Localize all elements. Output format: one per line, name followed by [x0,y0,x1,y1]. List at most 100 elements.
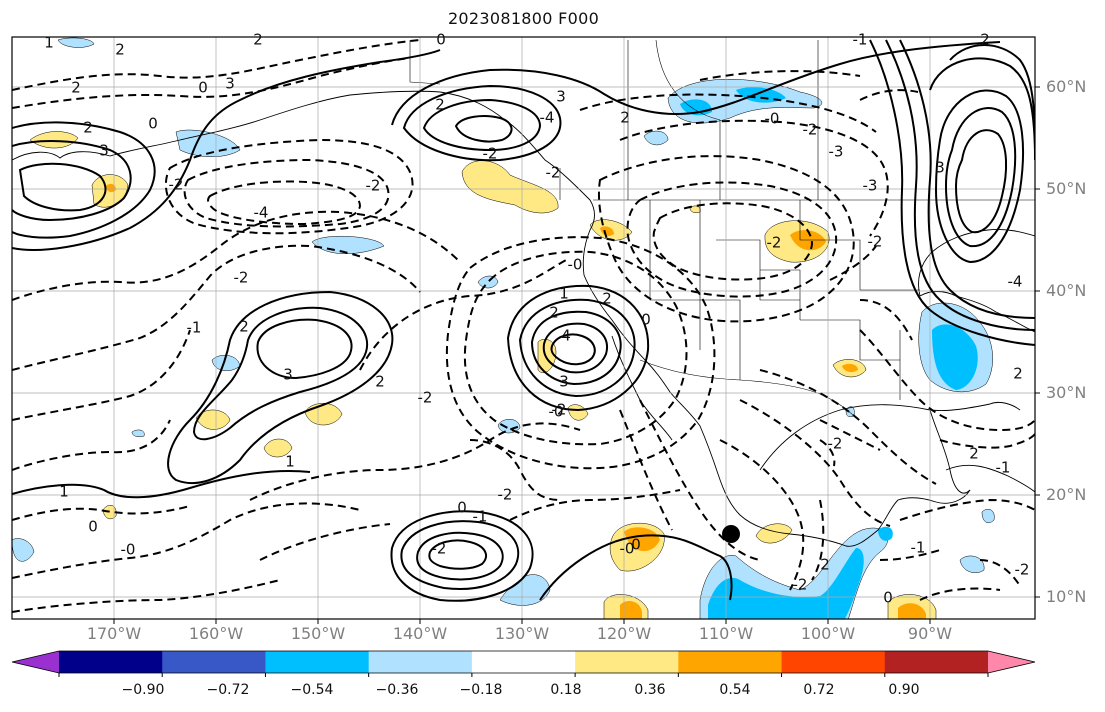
contour-label: -2 [234,269,249,287]
contour-label: -0 [568,256,583,274]
lon-label-150w: 150°W [290,624,346,643]
contour-label: 0 [641,311,651,329]
contour-label: -1 [187,319,202,337]
contour-label: 1 [559,285,569,303]
contour-label: -2 [483,145,498,163]
contour-label: -0 [620,540,635,558]
colorbar-tick-label: −0.90 [121,682,165,698]
lon-label-100w: 100°W [800,624,856,643]
contour-label: 2 [820,556,830,574]
lat-label-10n: 10°N [1046,587,1087,606]
contour-label: -2 [546,164,561,182]
map-frame [11,36,1036,620]
gridlines [12,37,1035,619]
negative-shading [12,37,995,619]
lon-label-90w: 90°W [907,624,953,643]
contour-label: 2 [969,445,979,463]
lon-label-130w: 130°W [494,624,550,643]
colorbar-swatch [265,651,370,673]
borders [409,39,1035,419]
contour-label: -2 [552,401,567,419]
positive-contours [12,39,1035,602]
colorbar-tick-label: −0.54 [290,682,334,698]
colorbar-tick-label: 0.36 [634,682,666,698]
contour-label: 1 [285,453,295,471]
lon-label-160w: 160°W [188,624,244,643]
contour-label: 3 [559,373,569,391]
negative-contours [12,39,1035,613]
colorbar-swatch [781,651,886,673]
lon-label-170w: 170°W [86,624,142,643]
contour-label: -2 [803,121,818,139]
colorbar-tick-label: 0.54 [719,682,751,698]
lat-label-40n: 40°N [1046,281,1087,300]
lon-label-120w: 120°W [596,624,652,643]
contour-label: -4 [540,109,555,127]
contour-label: -1 [473,508,488,526]
contour-label: -4 [1008,273,1023,291]
colorbar-tick-label: −0.18 [459,682,503,698]
contour-label: 3 [99,142,109,160]
contour-label: 2 [253,31,263,49]
colorbar-arrow-right [988,651,1035,673]
colorbar-tick-label: 0.90 [888,682,920,698]
coastlines [12,90,1035,547]
contour-label: -3 [829,143,844,161]
contour-label: 2 [71,79,81,97]
contour-label: 2 [435,96,445,114]
lat-label-30n: 30°N [1046,383,1087,402]
contour-label: -4 [254,204,269,222]
colorbar-swatch [59,651,163,673]
contour-label: -2 [169,176,184,194]
contour-label: 2 [549,304,559,322]
contour-label: 2 [83,119,93,137]
contour-label: 2 [620,109,630,127]
contour-label: -0 [765,110,780,128]
contour-label: 0 [631,536,641,554]
contour-label: -2 [366,177,381,195]
contour-label: 0 [88,518,98,536]
contour-label: -2 [418,389,433,407]
contour-label: -2 [828,435,843,453]
colorbar-tick-label: −0.72 [206,682,250,698]
contour-label: -2 [767,234,782,252]
contour-label: -1 [996,459,1011,477]
contour-label: 3 [225,75,235,93]
colorbar-swatch [368,651,473,673]
contour-label: 2 [115,41,125,59]
colorbar-tick-label: 0.18 [550,682,582,698]
contour-label: 0 [198,79,208,97]
contour-label: 2 [1013,365,1023,383]
contour-label: 2 [375,373,385,391]
colorbar-swatch [678,651,783,673]
contour-label: 1 [59,483,69,501]
lat-label-60n: 60°N [1046,77,1087,96]
contour-label: 3 [935,159,945,177]
lat-label-20n: 20°N [1046,485,1087,504]
lon-label-140w: 140°W [392,624,448,643]
contour-label: -0 [121,541,136,559]
contour-label: -2 [498,486,513,504]
contour-label: 2 [602,290,612,308]
contour-label: -0 [549,403,564,421]
contour-label: 4 [561,327,571,345]
contour-label: -3 [863,177,878,195]
contour-label: 1 [44,34,54,52]
colorbar-swatch [162,651,266,673]
colorbar-arrow-left [12,651,59,673]
contour-label: 2 [980,31,990,49]
contour-label: -2 [432,540,447,558]
contour-label: 3 [556,88,566,106]
contour-label: -1 [911,539,926,557]
contour-label: 2 [239,318,249,336]
map-title: 2023081800 F000 [447,9,600,28]
contour-label: -2 [793,576,808,594]
contour-label: 0 [457,499,467,517]
contour-label: 0 [436,31,446,49]
colorbar [11,650,1036,677]
colorbar-swatch [575,651,679,673]
contour-label: 0 [883,589,893,607]
contour-label: -1 [853,31,868,49]
